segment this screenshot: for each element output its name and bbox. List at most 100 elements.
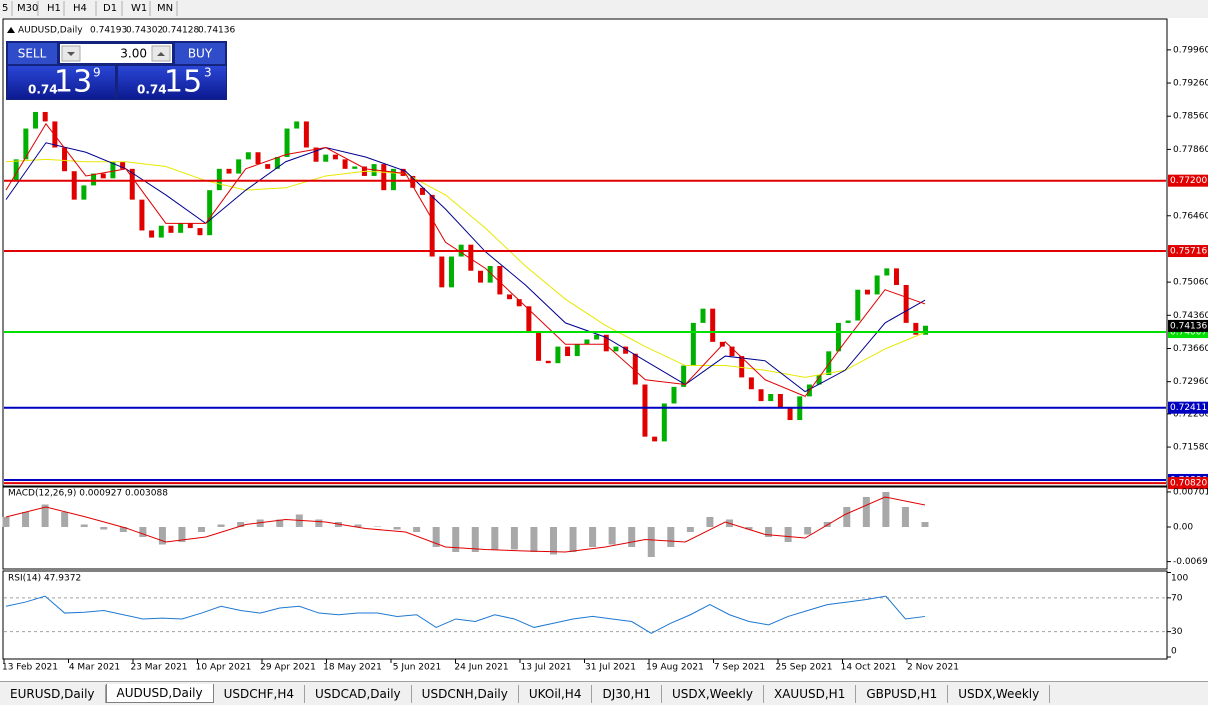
buy-label[interactable]: BUY <box>188 47 213 61</box>
x-tick-label: 29 Apr 2021 <box>260 663 316 673</box>
macd-bar <box>667 527 675 547</box>
x-tick-label: 13 Feb 2021 <box>2 663 58 673</box>
candle <box>884 268 890 276</box>
macd-bar <box>628 527 636 547</box>
y-tick-label: 0.72280 <box>1173 409 1208 419</box>
y-tick-label: 0.79960 <box>1173 45 1208 55</box>
candle <box>13 159 19 181</box>
lot-value[interactable]: 3.00 <box>120 47 147 61</box>
chart-tab[interactable]: USDCAD,Daily <box>305 684 412 703</box>
rsi-label: RSI(14) 47.9372 <box>8 574 81 584</box>
chart-tab[interactable]: USDCHF,H4 <box>214 684 306 703</box>
timeframe-button[interactable]: MN <box>157 3 173 14</box>
timeframe-button[interactable]: D1 <box>103 3 117 14</box>
y-tick-label: 0.72960 <box>1173 377 1208 387</box>
candle <box>52 121 58 148</box>
candle <box>129 168 135 200</box>
macd-bar <box>686 527 694 532</box>
x-tick-label: 23 Mar 2021 <box>130 663 187 673</box>
candle <box>120 161 126 169</box>
macd-bar <box>804 527 812 535</box>
candle <box>236 159 242 174</box>
candle <box>71 171 77 200</box>
y-tick-label: 0.74360 <box>1173 311 1208 321</box>
candle <box>574 344 580 357</box>
chart-tab[interactable]: USDCNH,Daily <box>412 684 519 703</box>
macd-bar <box>354 524 362 527</box>
candle <box>584 339 590 345</box>
close-price: 0.74136 <box>198 26 235 36</box>
sell-label[interactable]: SELL <box>18 47 47 61</box>
chart-tab[interactable]: XAUUSD,H1 <box>764 684 857 703</box>
candle <box>855 289 861 321</box>
chart-tab[interactable]: UKOil,H4 <box>519 684 593 703</box>
high-price: 0.74302 <box>126 26 163 36</box>
sell-button[interactable] <box>8 43 57 64</box>
x-tick-label: 18 May 2021 <box>323 663 382 673</box>
level-label: 0.72411 <box>1170 403 1207 413</box>
level-label: 0.77200 <box>1170 176 1207 186</box>
chart-tab[interactable]: USDX,Weekly <box>948 684 1051 703</box>
macd-bar <box>80 524 88 527</box>
candle <box>700 308 706 323</box>
candle <box>439 256 445 288</box>
macd-bar <box>510 527 518 550</box>
buy-button[interactable] <box>175 43 225 64</box>
macd-bar <box>471 527 479 552</box>
x-tick-label: 4 Mar 2021 <box>69 663 120 673</box>
macd-panel <box>2 486 1168 570</box>
y-tick-label: 0.00 <box>1173 523 1193 533</box>
timeframe-button[interactable]: 5 <box>2 3 8 14</box>
candle <box>903 284 909 323</box>
candle <box>91 173 97 186</box>
x-tick-label: 7 Sep 2021 <box>714 663 765 673</box>
candle <box>874 275 880 295</box>
candle <box>284 128 290 157</box>
x-tick-label: 14 Oct 2021 <box>841 663 897 673</box>
lot-field[interactable] <box>60 44 172 63</box>
timeframe-button[interactable]: M30 <box>17 3 38 14</box>
macd-bar <box>745 527 753 530</box>
macd-bar <box>100 527 108 530</box>
candle <box>332 154 338 160</box>
macd-bar <box>432 527 440 547</box>
terminal: AUDUSD,Daily 0.74193 0.74302 0.74128 0.7… <box>0 0 1208 673</box>
chart-tab[interactable]: DJ30,H1 <box>592 684 662 703</box>
candle <box>149 230 155 238</box>
candle <box>294 121 300 129</box>
chart-tab[interactable]: EURUSD,Daily <box>0 684 106 703</box>
macd-bar <box>217 524 225 527</box>
candle <box>661 403 667 442</box>
level-tag <box>1168 477 1208 490</box>
candle <box>497 266 503 295</box>
candle <box>33 111 39 129</box>
candle <box>642 384 648 437</box>
buy-price-box[interactable] <box>118 66 226 99</box>
candle <box>835 322 841 352</box>
timeframe-button[interactable]: W1 <box>131 3 147 14</box>
sell-price-box[interactable] <box>8 66 115 99</box>
buy-prefix: 0.74 <box>137 83 167 97</box>
timeframe-button[interactable]: H4 <box>73 3 87 14</box>
macd-bar <box>608 527 616 545</box>
chart-tab[interactable]: USDX,Weekly <box>662 684 764 703</box>
trade-panel: SELL 3.00 BUY 0.74 13 9 0.74 15 3 <box>6 41 227 100</box>
candle <box>429 194 435 257</box>
macd-bar <box>198 527 206 532</box>
timeframe-button[interactable]: H1 <box>47 3 61 14</box>
macd-bar <box>882 492 890 527</box>
candle <box>487 266 493 283</box>
header-icon <box>7 27 15 33</box>
moving-average <box>5 122 926 397</box>
chart-tab[interactable]: AUDUSD,Daily <box>105 684 214 703</box>
candle <box>139 199 145 231</box>
macd-bar <box>61 512 69 527</box>
x-tick-label: 24 Jun 2021 <box>454 663 508 673</box>
y-tick-label: 0.71580 <box>1173 443 1208 453</box>
symbol: AUDUSD,Daily <box>18 26 83 36</box>
candle <box>42 111 48 122</box>
candle <box>748 377 754 390</box>
chart-tab[interactable]: GBPUSD,H1 <box>856 684 949 703</box>
x-tick-label: 13 Jul 2021 <box>521 663 572 673</box>
candle <box>110 161 116 179</box>
